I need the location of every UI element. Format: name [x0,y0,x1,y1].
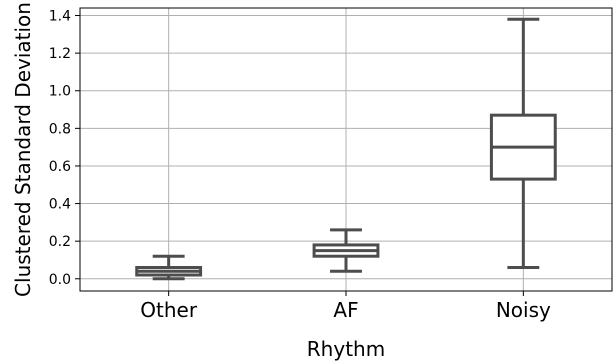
y-axis-title: Clustered Standard Deviation [11,2,35,297]
y-axis-ticks: 0.0 0.2 0.4 0.6 0.8 1.0 1.2 1.4 [49,9,80,288]
plot-area-frame [79,7,613,292]
box-noisy [489,17,557,269]
y-tick-label: 0.8 [49,121,71,137]
x-tick-label: Noisy [496,298,551,322]
y-tick-label: 1.0 [49,84,71,100]
y-tick-label: 1.2 [49,46,71,62]
box-other [135,254,203,281]
x-axis-title: Rhythm [307,337,385,361]
x-tick-label: Other [140,298,198,322]
box-series [135,17,557,281]
y-tick-label: 0.4 [49,197,71,213]
box-af [312,228,380,273]
x-tick-label: AF [333,298,358,322]
y-tick-label: 0.0 [49,272,71,288]
y-tick-label: 0.2 [49,234,71,250]
y-tick-label: 0.6 [49,159,71,175]
y-tick-label: 1.4 [49,9,71,25]
x-axis-ticks: Other AF Noisy [140,291,551,322]
